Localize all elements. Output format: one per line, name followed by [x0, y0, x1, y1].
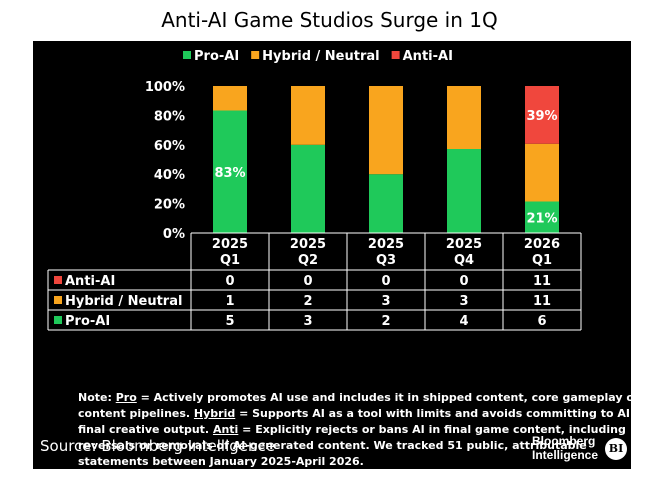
note-hybrid-text: = Supports AI as a tool with limits and …: [78, 407, 646, 436]
table-cell-hybrid-5: 11: [533, 294, 551, 309]
legend-swatch-hybrid: [251, 51, 260, 59]
legend-swatch-pro: [183, 51, 191, 59]
note-text: Note: Pro = Actively promotes AI use and…: [78, 390, 658, 470]
bar-pro-5: [525, 201, 559, 233]
table-row-label-anti: Anti-AI: [65, 274, 115, 289]
bar-anti-5: [525, 86, 559, 144]
source-text: Source: Bloomberg Intelligence: [40, 437, 275, 455]
note-pro-text: = Actively promotes AI use and includes …: [78, 391, 640, 420]
y-tick-label: 40%: [154, 168, 185, 183]
table-cell-anti-3: 0: [381, 274, 390, 289]
bi-logo-badge: BI: [605, 438, 627, 460]
stacked-bar-chart: Pro-AI Hybrid / Neutral Anti-AI 0% 20% 40% 60%…: [47, 49, 582, 331]
note-anti-text: = Explicitly rejects or bans AI in final…: [78, 423, 626, 468]
legend-label-pro: Pro-AI: [194, 49, 239, 64]
note-anti-term: Anti: [212, 423, 239, 436]
legend-label-anti: Anti-AI: [403, 49, 453, 64]
y-tick-label: 80%: [154, 109, 185, 124]
bar-hybrid-5: [525, 143, 559, 202]
y-tick-label: 20%: [154, 198, 185, 213]
table-cell-anti-2: 0: [303, 274, 312, 289]
table-cell-hybrid-2: 2: [303, 294, 312, 309]
data-label-anti-5: 39%: [526, 109, 557, 124]
table-cell-anti-5: 11: [533, 274, 551, 289]
table-swatch-anti: [54, 276, 62, 284]
table-cell-pro-2: 3: [303, 314, 312, 329]
bar-pro-1: [213, 110, 247, 233]
category-label-year-1: 2025: [212, 237, 248, 252]
bar-pro-3: [369, 174, 403, 233]
bloomberg-intelligence-logo: Bloomberg Intelligence: [532, 434, 598, 462]
data-label-pro-1: 83%: [214, 166, 245, 181]
table-swatch-pro: [54, 316, 62, 324]
table-cell-hybrid-3: 3: [381, 294, 390, 309]
category-label-quarter-1: Q1: [220, 253, 240, 268]
table-cell-pro-5: 6: [537, 314, 546, 329]
table-cell-pro-3: 2: [381, 314, 390, 329]
chart-title: Anti-AI Game Studios Surge in 1Q: [161, 8, 498, 32]
logo-line-1: Bloomberg: [532, 434, 596, 448]
table-cell-pro-1: 5: [225, 314, 234, 329]
table-row-label-pro: Pro-AI: [65, 314, 110, 329]
y-tick-label: 0%: [163, 227, 185, 242]
bar-pro-2: [291, 144, 325, 233]
chart-panel: Pro-AI Hybrid / Neutral Anti-AI 0% 20% 40% 60%…: [33, 41, 645, 469]
logo-line-2: Intelligence: [532, 448, 599, 462]
note-hybrid-term: Hybrid: [193, 407, 236, 420]
table-cell-hybrid-1: 1: [225, 294, 234, 309]
y-tick-label: 100%: [145, 80, 185, 95]
data-label-pro-5: 21%: [526, 211, 557, 226]
table-swatch-hybrid: [54, 296, 62, 304]
note-prefix: Note:: [78, 391, 116, 404]
category-label-quarter-5: Q1: [532, 253, 552, 268]
category-label-year-2: 2025: [290, 237, 326, 252]
note-pro-term: Pro: [115, 391, 137, 404]
y-tick-label: 60%: [154, 139, 185, 154]
bar-hybrid-4: [447, 86, 481, 149]
category-label-year-3: 2025: [368, 237, 404, 252]
table-row-label-hybrid: Hybrid / Neutral: [65, 294, 182, 309]
category-label-year-5: 2026: [524, 237, 560, 252]
table-cell-anti-1: 0: [225, 274, 234, 289]
category-label-quarter-2: Q2: [298, 253, 318, 268]
category-label-quarter-3: Q3: [376, 253, 396, 268]
legend-label-hybrid: Hybrid / Neutral: [262, 49, 379, 64]
table-cell-hybrid-4: 3: [459, 294, 468, 309]
bar-pro-4: [447, 149, 481, 233]
table-cell-anti-4: 0: [459, 274, 468, 289]
table-cell-pro-4: 4: [459, 314, 468, 329]
bar-hybrid-3: [369, 86, 403, 175]
category-label-year-4: 2025: [446, 237, 482, 252]
bar-hybrid-1: [213, 86, 247, 111]
category-label-quarter-4: Q4: [454, 253, 474, 268]
bar-hybrid-2: [291, 86, 325, 145]
legend-swatch-anti: [391, 51, 400, 59]
